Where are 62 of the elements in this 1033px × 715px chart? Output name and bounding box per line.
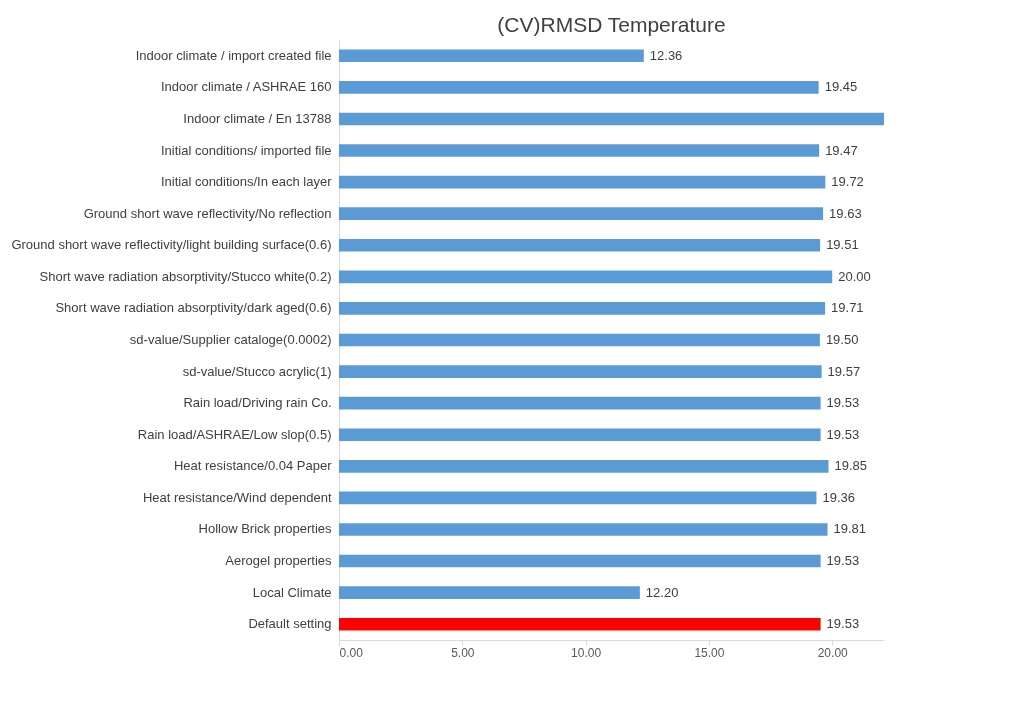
y-tick-label: Short wave radiation absorptivity/Stucco white(0.2) — [39, 268, 332, 284]
bar — [339, 586, 640, 599]
data-label: 19.51 — [826, 237, 859, 253]
bar — [339, 554, 821, 568]
chart-title: (CV)RMSD Temperature — [497, 13, 726, 36]
y-tick-label: Initial conditions/ imported file — [160, 142, 332, 158]
data-label: 20.00 — [838, 268, 871, 284]
y-tick-label: Default setting — [248, 616, 332, 632]
data-label: 19.53 — [826, 616, 860, 632]
bar — [339, 617, 821, 631]
bar — [339, 460, 829, 473]
bar — [339, 302, 826, 315]
bar — [339, 112, 884, 126]
y-tick-label: Indoor climate / En 13788 — [183, 110, 332, 126]
bar — [339, 238, 821, 252]
data-label: 19.36 — [822, 489, 855, 505]
bar — [339, 270, 833, 284]
y-tick-label: Rain load/ASHRAE/Low slop(0.5) — [137, 426, 332, 442]
bar — [339, 428, 821, 442]
data-label: 12.20 — [645, 584, 679, 600]
x-tick-label: 0.00 — [339, 645, 364, 660]
bar — [339, 81, 819, 94]
data-label: 19.72 — [831, 174, 864, 190]
bar — [339, 175, 826, 189]
y-tick-label: sd-value/Supplier cataloge(0.0002) — [129, 332, 332, 347]
x-tick-label: 5.00 — [451, 645, 475, 660]
bar — [339, 396, 821, 410]
data-label: 19.85 — [834, 458, 868, 474]
data-label: 19.53 — [826, 553, 860, 569]
data-label: 19.53 — [826, 395, 860, 411]
data-label: 19.45 — [824, 79, 858, 95]
x-tick-label: 10.00 — [571, 645, 602, 660]
data-label: 19.63 — [829, 205, 862, 221]
y-tick-label: Indoor climate / ASHRAE 160 — [160, 79, 332, 95]
data-label: 19.53 — [826, 426, 860, 442]
y-tick-label: Initial conditions/In each layer — [160, 174, 333, 190]
y-tick-label: Heat resistance/0.04 Paper — [173, 458, 333, 474]
bar — [339, 49, 644, 63]
bar — [339, 207, 824, 220]
y-tick-label: Rain load/Driving rain Co. — [183, 395, 332, 411]
y-tick-label: Ground short wave reflectivity/light building surface(0.6) — [11, 237, 332, 253]
y-tick-label: Aerogel properties — [225, 553, 332, 569]
y-tick-label: Hollow Brick properties — [198, 521, 332, 537]
data-label: 12.36 — [649, 47, 683, 63]
bar — [339, 333, 820, 347]
bar — [339, 144, 820, 157]
x-tick-label: 20.00 — [817, 645, 849, 660]
y-tick-label: Local Climate — [252, 584, 332, 600]
bar — [339, 491, 817, 505]
y-tick-label: Ground short wave reflectivity/No reflection — [83, 205, 332, 221]
x-tick-label: 15.00 — [694, 645, 725, 660]
y-tick-label: Indoor climate / import created file — [135, 47, 332, 63]
bar — [339, 365, 822, 378]
data-label: 19.81 — [833, 521, 867, 537]
data-label: 19.57 — [827, 363, 861, 379]
y-tick-label: sd-value/Stucco acrylic(1) — [182, 363, 332, 379]
data-label: 19.71 — [831, 300, 864, 316]
data-label: 19.50 — [825, 332, 859, 347]
data-label: 19.47 — [825, 142, 858, 158]
y-tick-label: Heat resistance/Wind dependent — [142, 489, 332, 505]
bar — [339, 523, 828, 536]
y-tick-label: Short wave radiation absorptivity/dark aged(0.6) — [55, 300, 332, 316]
